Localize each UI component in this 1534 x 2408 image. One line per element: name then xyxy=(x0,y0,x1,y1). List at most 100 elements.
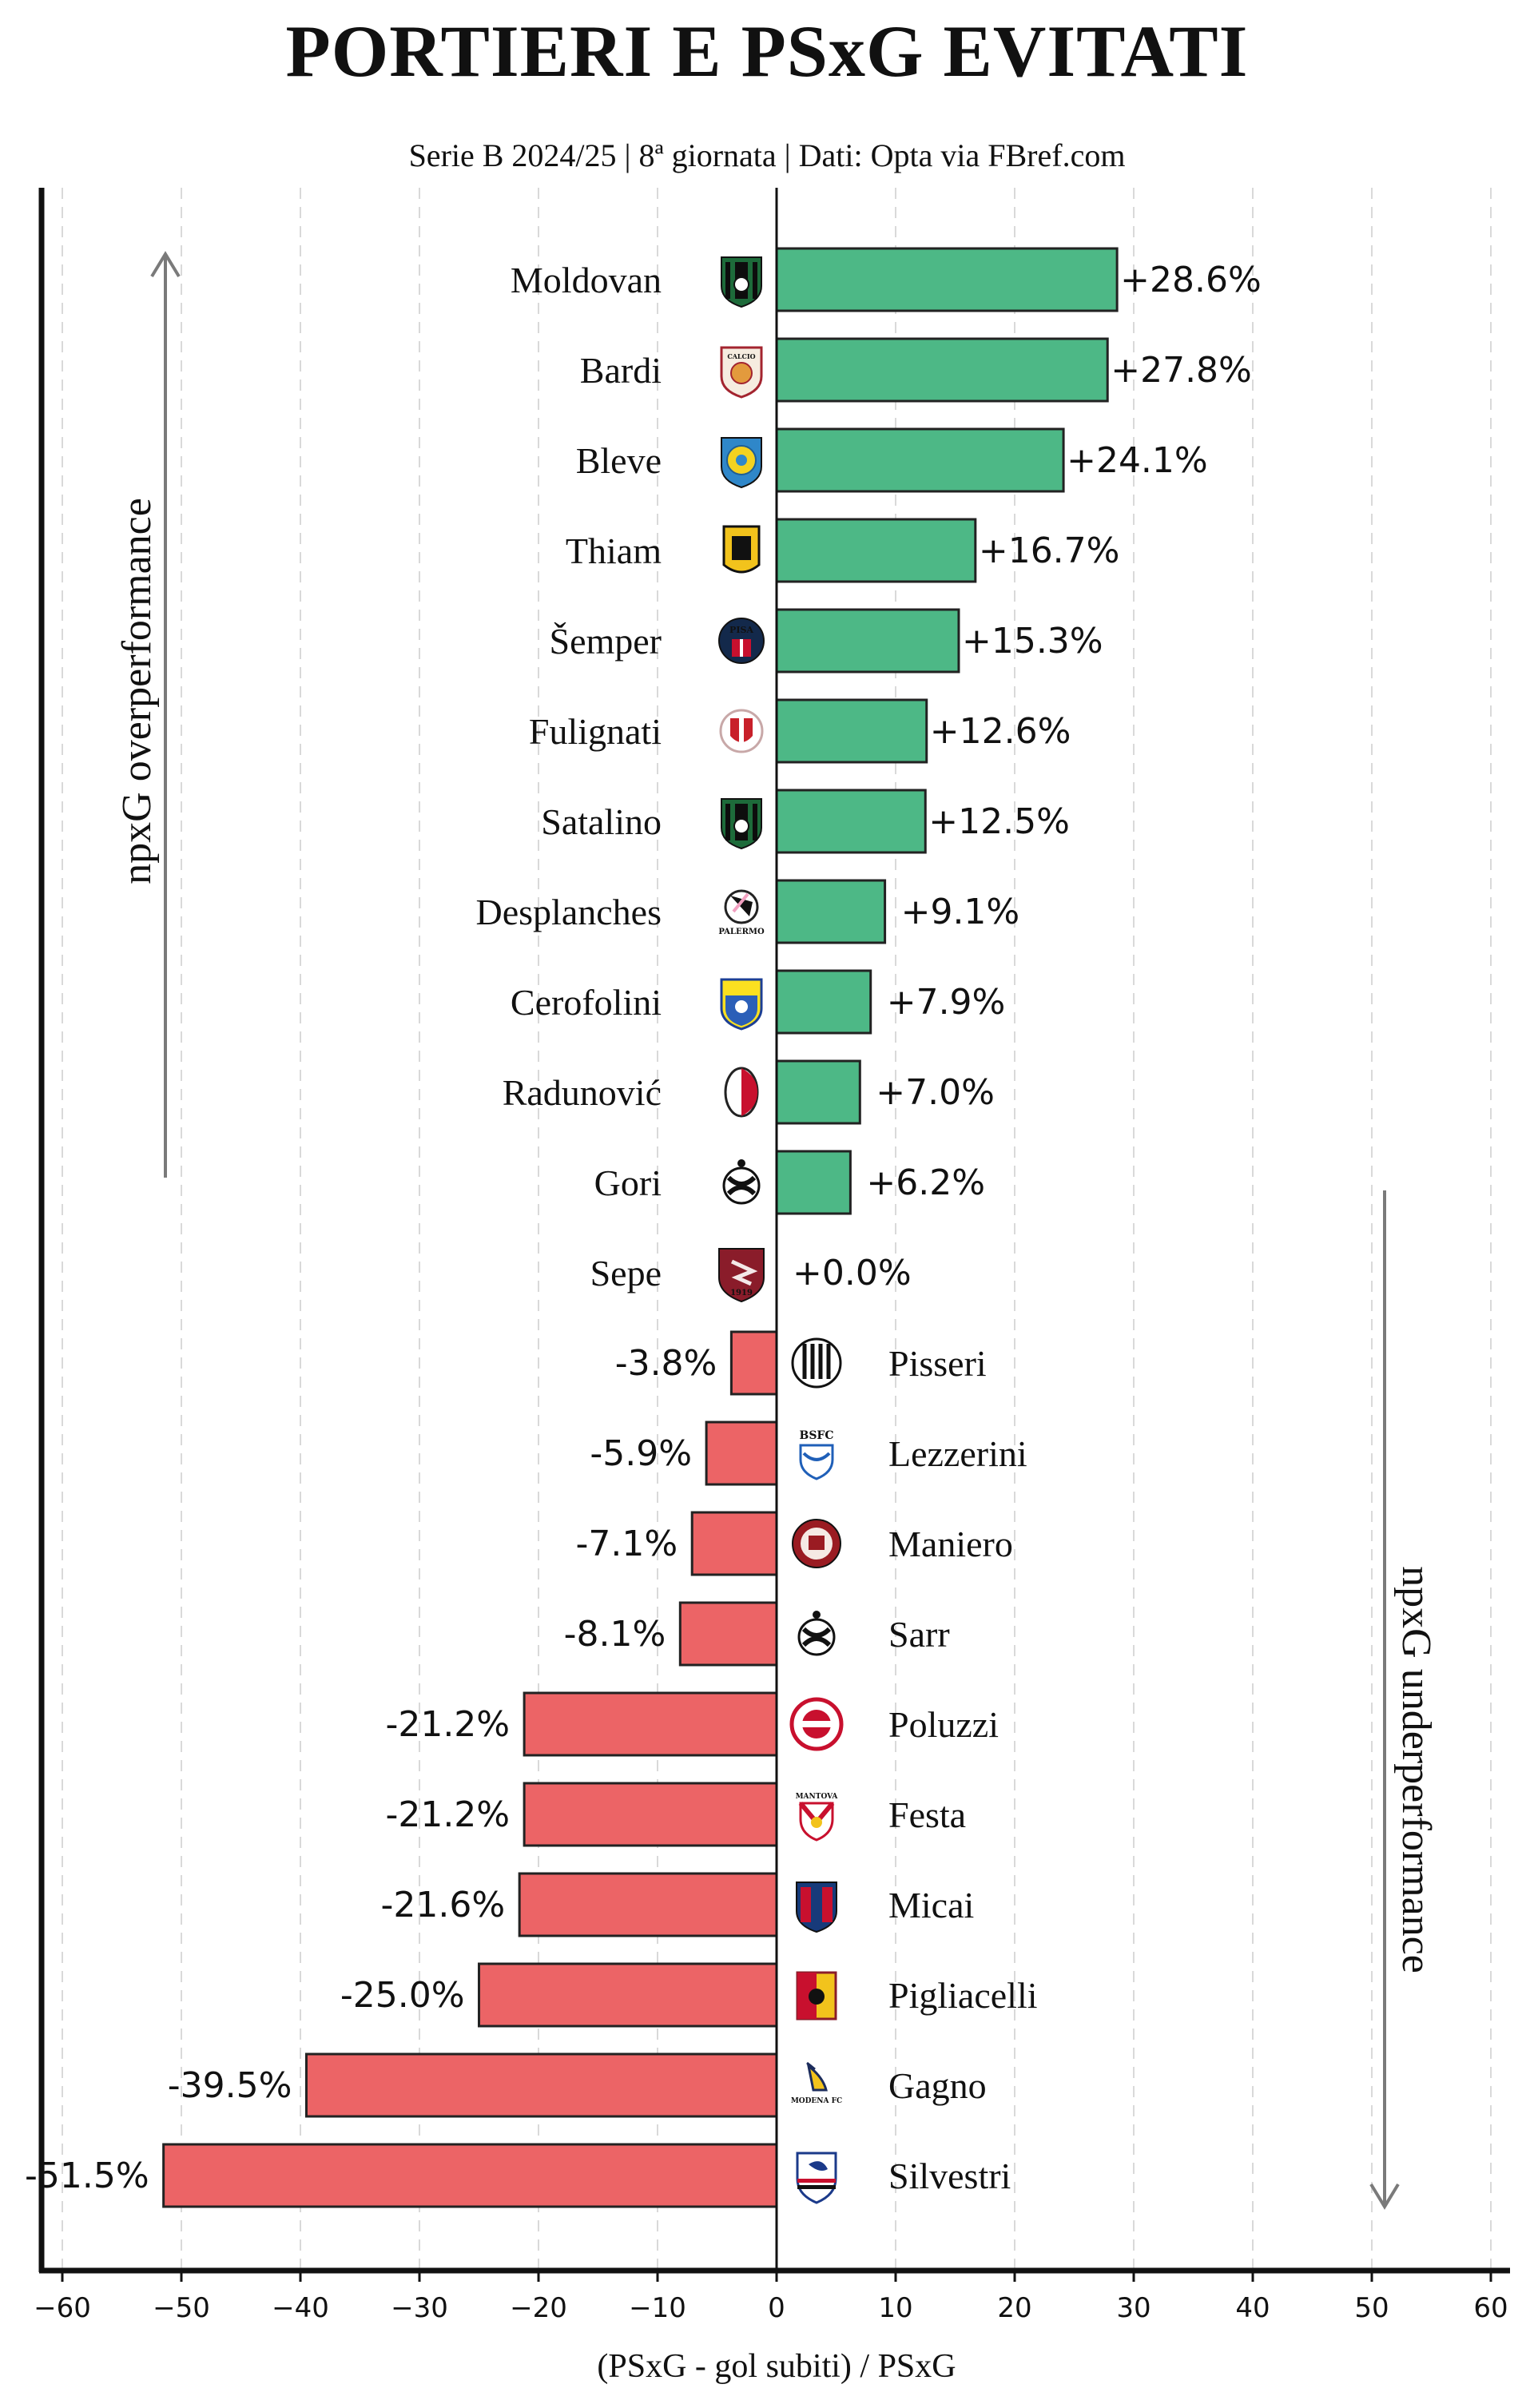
value-label: +27.8% xyxy=(1111,350,1252,391)
carrarese-crest-icon xyxy=(721,437,762,489)
bar xyxy=(523,1691,778,1757)
player-name: Moldovan xyxy=(511,260,662,300)
bar xyxy=(775,969,872,1035)
up-arrow-head-icon xyxy=(150,251,181,278)
value-label: +15.3% xyxy=(962,621,1103,662)
bar xyxy=(775,698,928,764)
x-tick-label: −60 xyxy=(34,2292,91,2324)
x-tick-label: −10 xyxy=(629,2292,686,2324)
svg-text:MANTOVA: MANTOVA xyxy=(796,1793,839,1801)
value-label: +12.5% xyxy=(928,801,1070,842)
bar xyxy=(775,337,1109,403)
value-label: -8.1% xyxy=(564,1614,666,1655)
player-name: Silvestri xyxy=(888,2156,1011,2196)
sampdoria-crest-icon xyxy=(796,2152,837,2204)
value-label: +16.7% xyxy=(979,530,1120,571)
club-crests: CALCIO PISA PALERMO 1919 BSFC MANTOVA MODENA F… xyxy=(718,256,844,2204)
value-label: -21.2% xyxy=(385,1794,510,1835)
svg-text:PISA: PISA xyxy=(729,625,753,635)
player-name: Poluzzi xyxy=(888,1704,999,1745)
x-axis-label: (PSxG - gol subiti) / PSxG xyxy=(597,2348,956,2385)
down-arrow-head-icon xyxy=(1369,2183,1400,2210)
modena-crest-icon: MODENA FC xyxy=(791,2061,842,2105)
bar xyxy=(775,879,887,944)
value-label: -51.5% xyxy=(25,2156,149,2196)
bar xyxy=(775,518,977,583)
player-name: Festa xyxy=(888,1794,966,1835)
player-name: Gagno xyxy=(888,2065,987,2106)
gridlines xyxy=(62,188,1492,2271)
value-labels: +28.6% +27.8% +24.1% +16.7% +15.3% +12.6% +12.… xyxy=(25,260,1262,2196)
x-tick-label: 0 xyxy=(768,2292,785,2324)
player-name: Sepe xyxy=(590,1253,662,1293)
bar xyxy=(729,1330,778,1396)
x-tick-label: 10 xyxy=(878,2292,912,2324)
chart-subtitle: Serie B 2024/25 | 8ª giornata | Dati: Op… xyxy=(409,137,1126,173)
cittadella-crest-icon xyxy=(792,1519,841,1568)
overperformance-arrow xyxy=(150,251,181,1178)
svg-text:PALERMO: PALERMO xyxy=(718,928,765,936)
bar xyxy=(775,247,1119,312)
x-tick-label: 30 xyxy=(1116,2292,1150,2324)
value-label: +28.6% xyxy=(1120,260,1262,300)
bar xyxy=(705,1421,778,1486)
brescia-crest-icon: BSFC xyxy=(799,1429,834,1480)
player-name: Satalino xyxy=(541,801,662,842)
bars xyxy=(162,247,1119,2208)
player-name: Radunović xyxy=(503,1072,662,1113)
player-name: Micai xyxy=(888,1885,974,1925)
axes xyxy=(38,188,1510,2282)
player-name: Cerofolini xyxy=(511,982,662,1023)
player-name: Thiam xyxy=(566,530,662,571)
player-name: Šemper xyxy=(549,621,662,662)
cesena-crest-icon xyxy=(791,1337,842,1389)
bari-crest-icon xyxy=(724,1067,759,1118)
x-tick-label: −30 xyxy=(391,2292,448,2324)
bar xyxy=(775,1059,861,1125)
x-tick-label: 60 xyxy=(1473,2292,1508,2324)
overperformance-label: npxG overperformance xyxy=(114,498,160,884)
value-label: +6.2% xyxy=(866,1162,985,1203)
bar xyxy=(478,1962,778,2028)
catanzaro-crest-icon xyxy=(796,1971,837,2021)
underperformance-arrow xyxy=(1369,1190,1400,2210)
value-label: -21.6% xyxy=(381,1885,506,1925)
player-name: Desplanches xyxy=(476,892,662,932)
sudtirol-crest-icon xyxy=(789,1697,844,1751)
player-name: Sarr xyxy=(888,1614,950,1655)
spezia-crest-icon xyxy=(797,1611,836,1656)
player-name: Gori xyxy=(594,1162,662,1203)
bar xyxy=(162,2143,778,2208)
value-label: +24.1% xyxy=(1067,440,1208,481)
juve-stabia-crest-icon xyxy=(722,525,761,574)
reggiana-crest-icon: CALCIO xyxy=(720,346,763,399)
bar xyxy=(775,427,1065,493)
cosenza-crest-icon xyxy=(796,1881,837,1933)
bar xyxy=(304,2052,778,2118)
value-label: -25.0% xyxy=(340,1975,465,2016)
player-name: Pisseri xyxy=(888,1343,987,1384)
sassuolo-crest-icon xyxy=(721,256,762,308)
sassuolo-crest-icon xyxy=(721,798,762,850)
value-label: +9.1% xyxy=(901,892,1020,932)
cremonese-crest-icon xyxy=(719,709,764,753)
frosinone-crest-icon xyxy=(720,978,763,1031)
value-label: -39.5% xyxy=(168,2065,292,2106)
bar xyxy=(775,1150,852,1215)
x-tick-label: 20 xyxy=(997,2292,1031,2324)
x-tick-label: 40 xyxy=(1235,2292,1270,2324)
bar xyxy=(775,789,927,854)
bar xyxy=(518,1872,778,1937)
mantova-crest-icon: MANTOVA xyxy=(796,1793,839,1842)
player-name: Lezzerini xyxy=(888,1433,1027,1474)
palermo-crest-icon: PALERMO xyxy=(718,889,765,936)
player-names: Moldovan Bardi Bleve Thiam Šemper Fulignati Sa… xyxy=(476,260,1038,2196)
svg-text:BSFC: BSFC xyxy=(799,1429,833,1442)
value-label: +7.9% xyxy=(887,982,1006,1023)
pisa-crest-icon: PISA xyxy=(718,618,765,664)
value-label: -7.1% xyxy=(576,1524,678,1564)
bar xyxy=(678,1601,778,1667)
value-label: +7.0% xyxy=(876,1072,995,1113)
value-label: -5.9% xyxy=(590,1433,692,1474)
